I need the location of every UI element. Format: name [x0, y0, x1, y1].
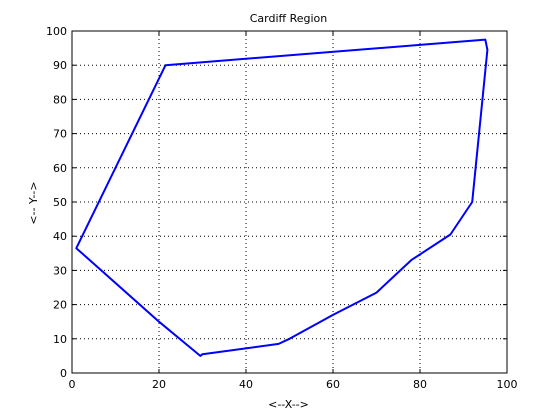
- x-tick-label: 40: [239, 378, 253, 391]
- y-axis-label: <-- Y-->: [27, 181, 40, 224]
- x-tick-label: 80: [413, 378, 427, 391]
- boundary-vertex: [158, 321, 160, 323]
- boundary-vertex: [376, 292, 378, 294]
- boundary-vertex: [471, 201, 473, 203]
- boundary-vertex: [484, 39, 486, 41]
- y-tick-label: 100: [46, 25, 67, 38]
- y-tick-label: 70: [53, 128, 67, 141]
- y-tick-label: 60: [53, 162, 67, 175]
- boundary-vertex: [289, 338, 291, 340]
- y-tick-label: 50: [53, 196, 67, 209]
- x-tick-label: 20: [152, 378, 166, 391]
- boundary-vertex: [332, 314, 334, 316]
- boundary-vertex: [278, 343, 280, 345]
- x-tick-label: 60: [326, 378, 340, 391]
- x-tick-label: 0: [69, 378, 76, 391]
- boundary-vertex: [411, 259, 413, 261]
- boundary-vertex: [202, 353, 204, 355]
- plot-area: [76, 39, 489, 357]
- boundary-vertex: [450, 234, 452, 236]
- y-tick-label: 20: [53, 299, 67, 312]
- y-tick-label: 90: [53, 59, 67, 72]
- boundary-vertex: [200, 355, 202, 357]
- y-tick-label: 0: [60, 367, 67, 380]
- grid-lines: [72, 31, 507, 373]
- x-tick-label: 100: [497, 378, 518, 391]
- axes-frame: [72, 31, 507, 373]
- x-axis-label: <--X-->: [268, 398, 309, 411]
- chart-title: Cardiff Region: [250, 12, 328, 25]
- axis-ticks: 0 20 40 60 80 100 0 10 20 30 40 50 60 70 80 90 100: [46, 25, 518, 391]
- boundary-vertex: [487, 49, 489, 51]
- boundary-vertex: [165, 64, 167, 66]
- boundary-vertex: [76, 247, 78, 249]
- y-tick-label: 10: [53, 333, 67, 346]
- y-tick-label: 30: [53, 264, 67, 277]
- y-tick-label: 80: [53, 93, 67, 106]
- y-tick-label: 40: [53, 230, 67, 243]
- region-boundary-line: [76, 40, 487, 356]
